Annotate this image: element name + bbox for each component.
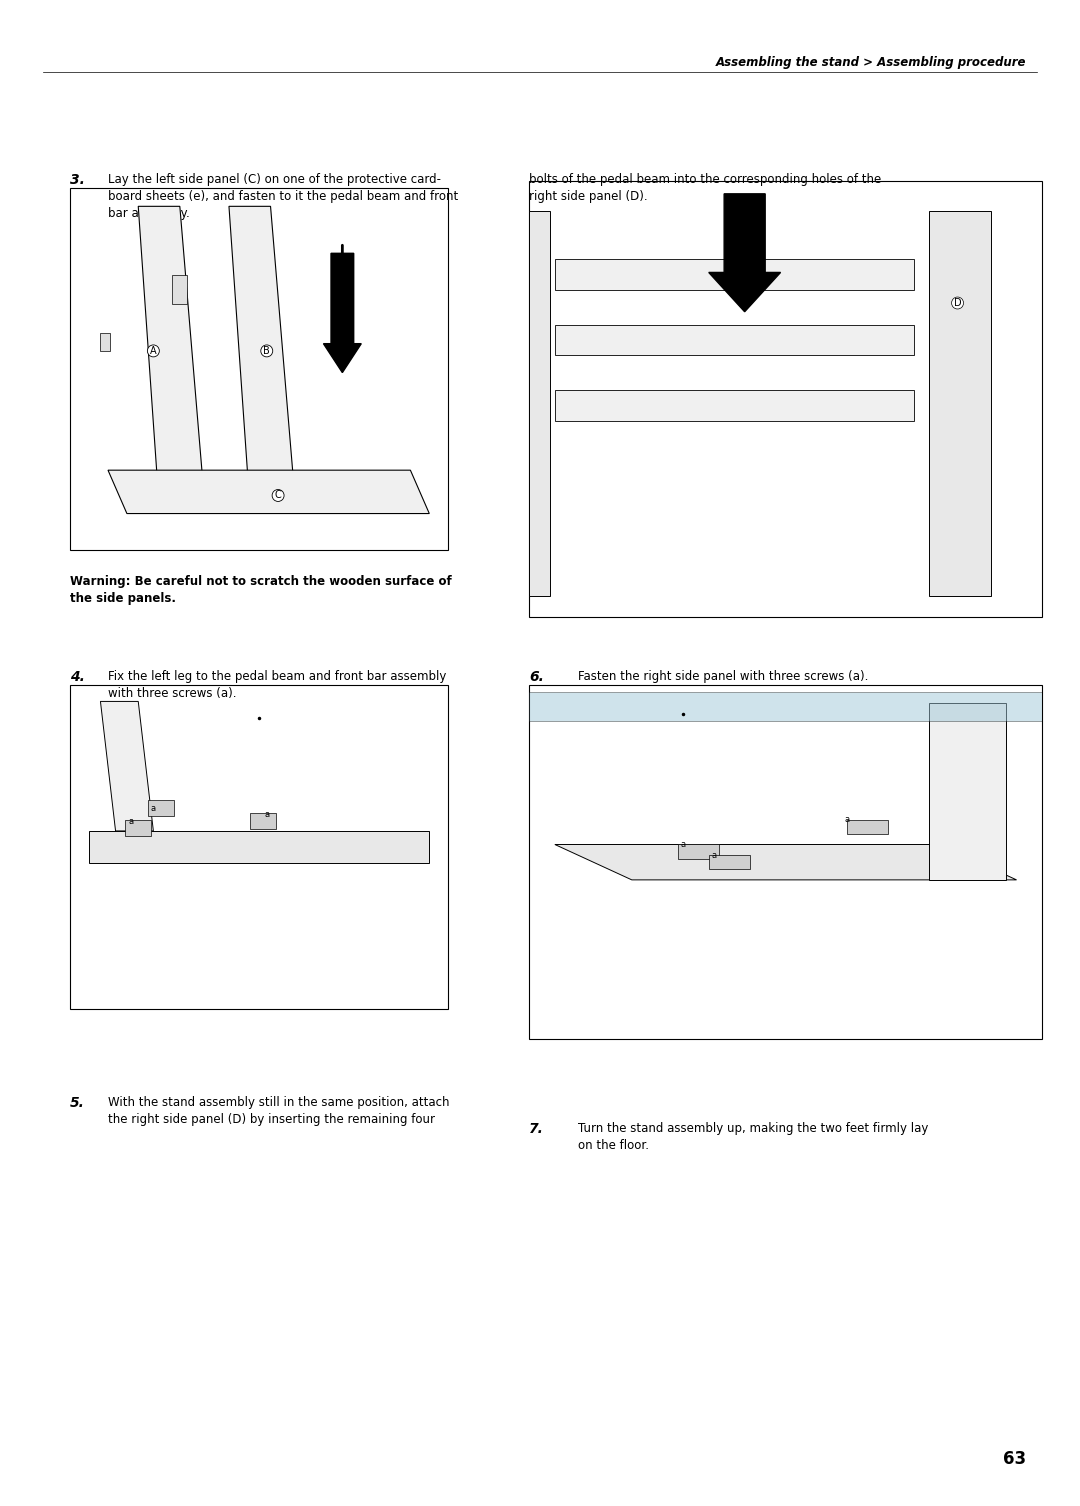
- Text: Fasten the right side panel with three screws (a).: Fasten the right side panel with three s…: [578, 670, 868, 684]
- Text: Warning: Be careful not to scratch the wooden surface of
the side panels.: Warning: Be careful not to scratch the w…: [70, 575, 451, 605]
- Text: 7.: 7.: [529, 1122, 544, 1136]
- Text: 6.: 6.: [529, 670, 544, 684]
- Text: Fix the left leg to the pedal beam and front bar assembly
with three screws (a).: Fix the left leg to the pedal beam and f…: [108, 670, 446, 700]
- Bar: [70, 685, 448, 1009]
- Text: 5.: 5.: [70, 1096, 85, 1110]
- Bar: [529, 685, 1042, 1039]
- Bar: [70, 188, 448, 550]
- Text: bolts of the pedal beam into the corresponding holes of the
right side panel (D): bolts of the pedal beam into the corresp…: [529, 173, 881, 203]
- Text: 4.: 4.: [70, 670, 85, 684]
- Text: Turn the stand assembly up, making the two feet firmly lay
on the floor.: Turn the stand assembly up, making the t…: [578, 1122, 928, 1152]
- Text: 3.: 3.: [70, 173, 85, 187]
- Text: Lay the left side panel (C) on one of the protective card-
board sheets (e), and: Lay the left side panel (C) on one of th…: [108, 173, 458, 220]
- Bar: [529, 181, 1042, 617]
- Text: 63: 63: [1003, 1450, 1026, 1468]
- Text: Assembling the stand > Assembling procedure: Assembling the stand > Assembling proced…: [715, 56, 1026, 69]
- Text: With the stand assembly still in the same position, attach
the right side panel : With the stand assembly still in the sam…: [108, 1096, 449, 1126]
